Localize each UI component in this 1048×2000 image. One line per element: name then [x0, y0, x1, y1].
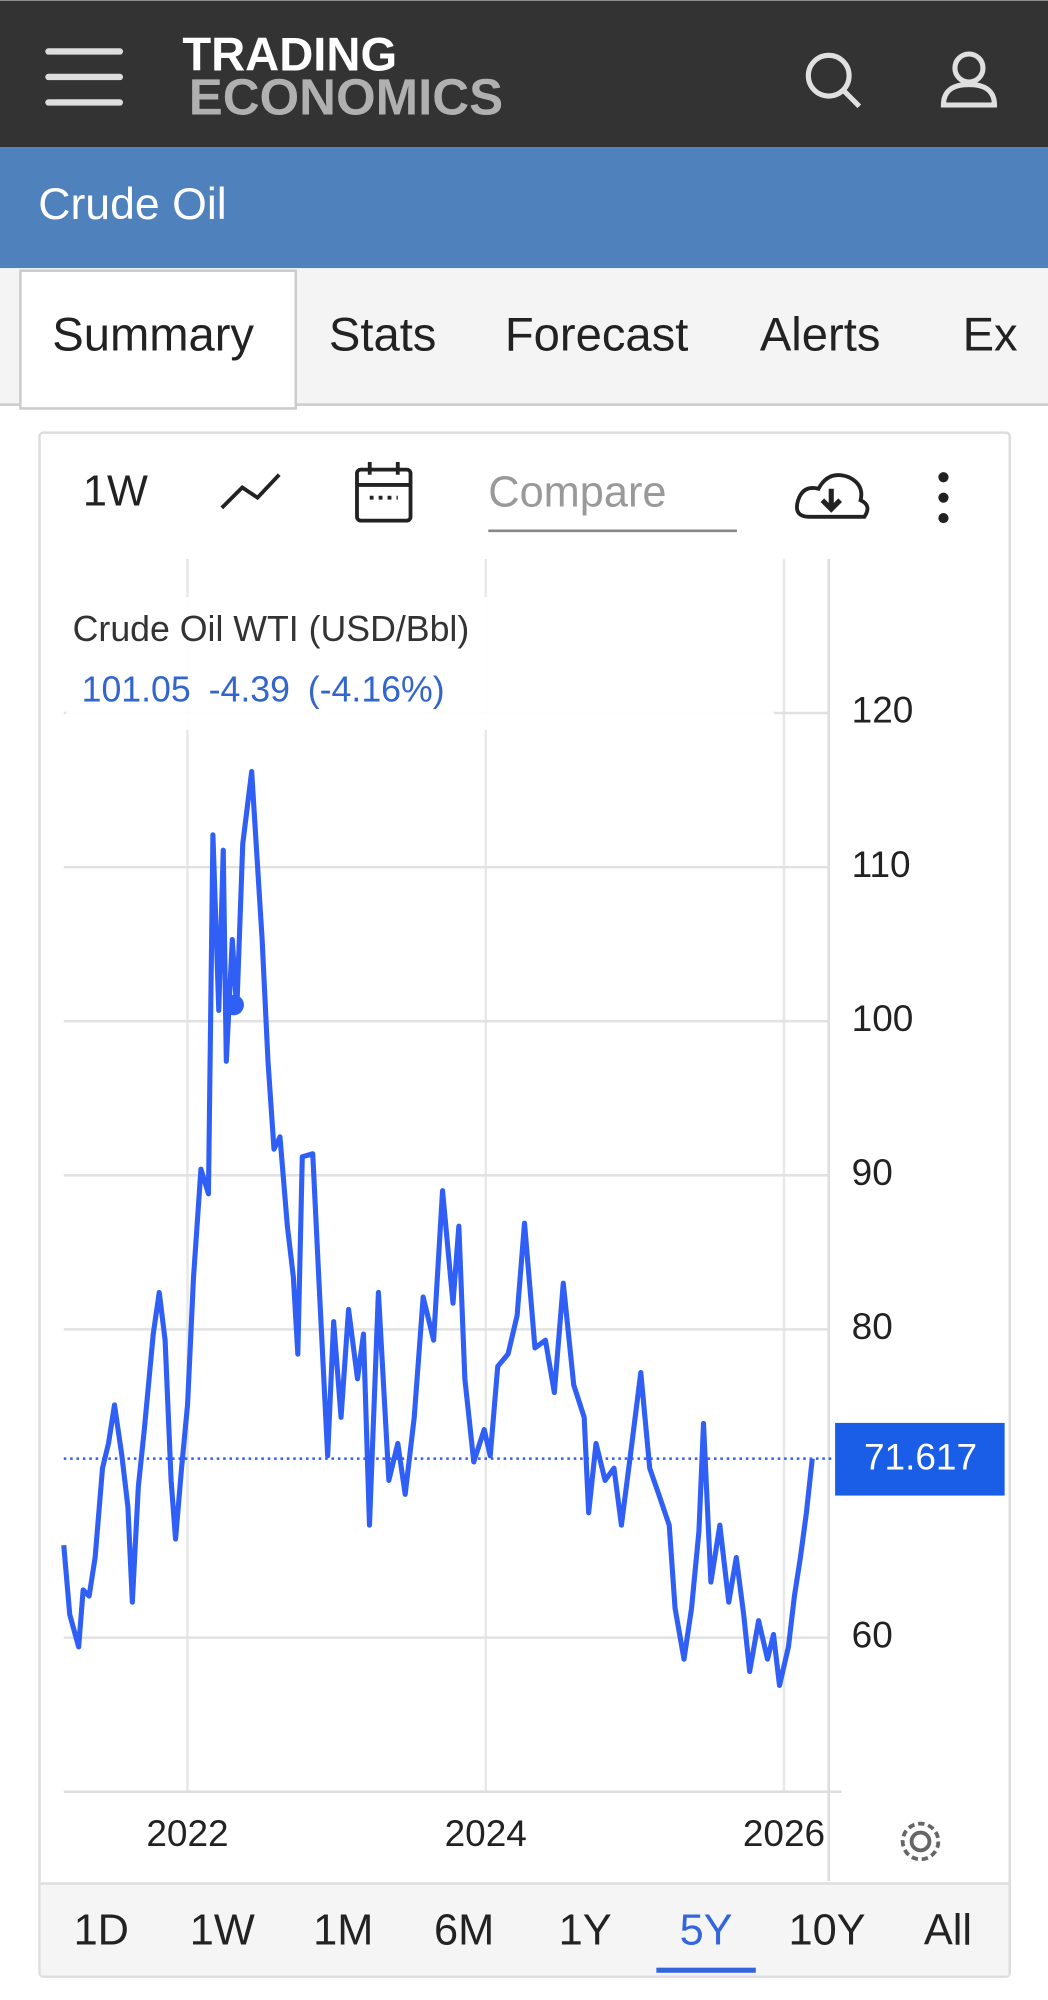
x-tick-label: 2026	[743, 1813, 825, 1854]
tab[interactable]: Ex	[963, 308, 1018, 361]
y-tick-label: 100	[852, 998, 914, 1039]
download-button[interactable]	[795, 473, 870, 519]
x-tick-label: 2022	[146, 1813, 228, 1854]
compare-input[interactable]: Compare	[488, 469, 666, 517]
chart-card	[38, 431, 1012, 1978]
tab[interactable]: Alerts	[760, 308, 881, 361]
y-tick-label: 120	[852, 690, 914, 731]
hover-dot	[223, 994, 244, 1016]
active-range-underline	[656, 1967, 756, 1973]
logo-top[interactable]: TRADING	[182, 27, 397, 80]
last-value-label: 71.617	[864, 1437, 977, 1478]
quote-change: -4.39	[209, 670, 290, 710]
period-button[interactable]: 1W	[83, 467, 148, 515]
page-title: Crude Oil	[38, 180, 226, 229]
range-button[interactable]: 1Y	[559, 1907, 612, 1955]
search-button[interactable]	[805, 52, 862, 109]
y-tick-label: 110	[852, 844, 911, 885]
menu-button[interactable]	[45, 48, 124, 106]
active-tab	[19, 269, 298, 410]
range-button[interactable]: 10Y	[788, 1907, 865, 1955]
y-tick-label: 80	[852, 1306, 893, 1347]
legend-background	[66, 597, 774, 730]
y-tick-label: 60	[852, 1614, 893, 1655]
account-button[interactable]	[940, 51, 998, 108]
quote-value: 101.05	[82, 670, 191, 710]
tab[interactable]: Summary	[52, 308, 254, 361]
tab[interactable]: Forecast	[505, 308, 688, 361]
range-button[interactable]: 1W	[190, 1907, 255, 1955]
quote-change-pct: (-4.16%)	[308, 670, 445, 710]
tab[interactable]: Stats	[329, 308, 436, 361]
top-bar	[0, 0, 1048, 148]
y-tick-label: 90	[852, 1152, 893, 1193]
quote: 101.05 -4.39 (-4.16%)	[82, 670, 445, 710]
more-button[interactable]	[938, 472, 949, 524]
range-button[interactable]: 1M	[313, 1907, 373, 1955]
range-button[interactable]: 6M	[434, 1907, 494, 1955]
range-bar	[40, 1884, 1009, 1976]
calendar-button[interactable]	[355, 461, 413, 523]
title-bar	[0, 147, 1048, 269]
x-tick-label: 2024	[445, 1813, 527, 1854]
last-value-box	[835, 1422, 1005, 1496]
range-button[interactable]: All	[924, 1907, 972, 1955]
settings-button[interactable]	[900, 1821, 941, 1862]
chart-type-button[interactable]	[220, 473, 281, 510]
logo-bottom[interactable]: ECONOMICS	[189, 69, 503, 126]
range-button[interactable]: 5Y	[680, 1907, 733, 1955]
range-button[interactable]: 1D	[74, 1907, 129, 1955]
legend-name: Crude Oil WTI (USD/Bbl)	[73, 609, 470, 649]
price-line	[61, 768, 815, 1688]
